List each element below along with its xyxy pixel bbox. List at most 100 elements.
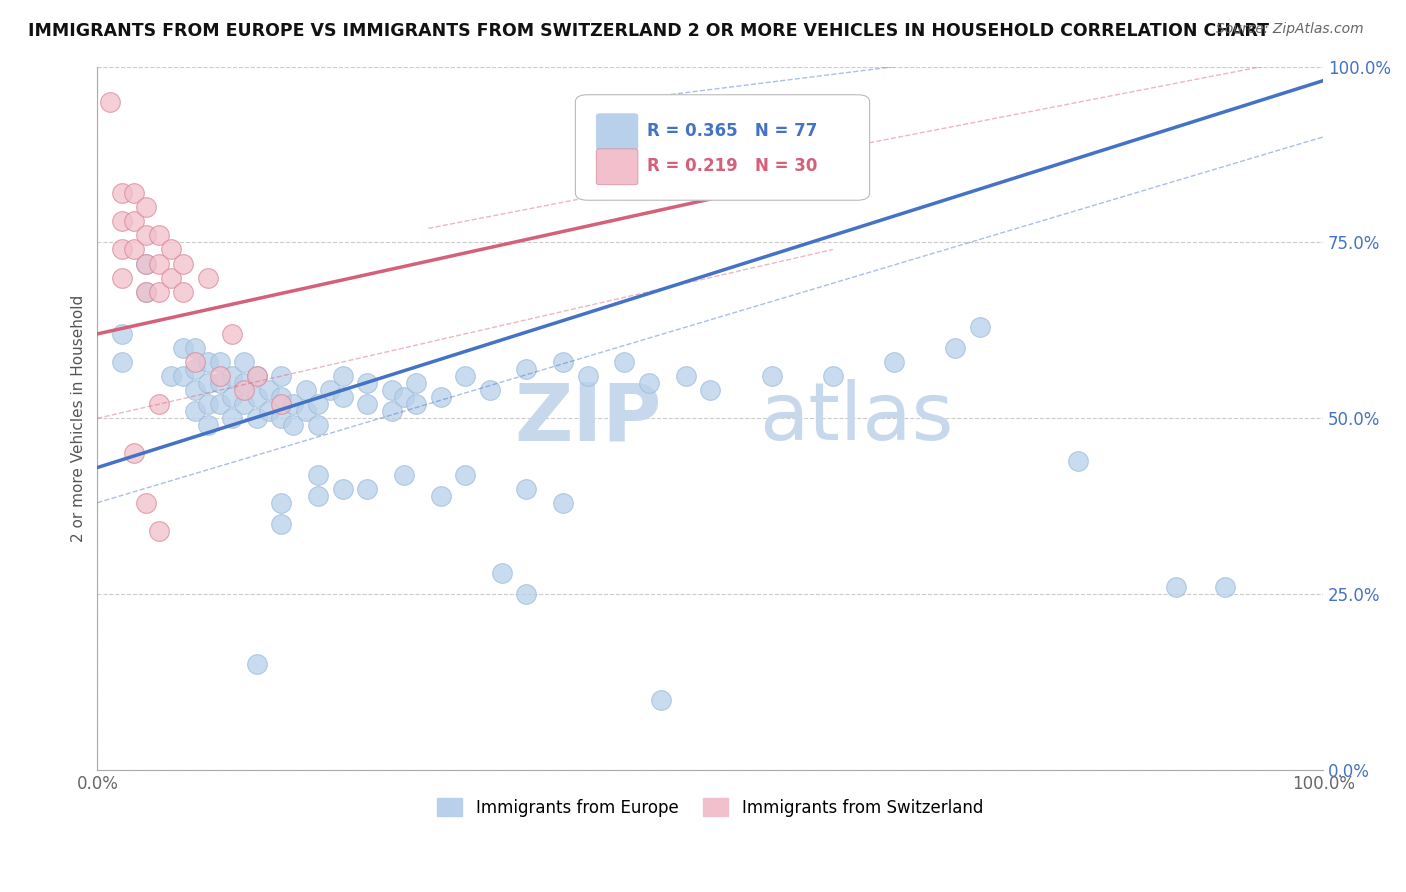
Point — [197, 397, 219, 411]
Point — [307, 489, 329, 503]
Point — [638, 376, 661, 391]
Point — [148, 228, 170, 243]
Point — [135, 228, 157, 243]
Point — [283, 397, 305, 411]
Point — [233, 376, 256, 391]
Point — [135, 200, 157, 214]
FancyBboxPatch shape — [596, 113, 638, 150]
Point — [270, 369, 292, 384]
Point — [233, 355, 256, 369]
Point — [135, 285, 157, 299]
Point — [515, 482, 537, 496]
Point — [233, 397, 256, 411]
Point — [257, 404, 280, 418]
Point — [221, 369, 243, 384]
Point — [111, 355, 134, 369]
Point — [553, 496, 575, 510]
Text: Source: ZipAtlas.com: Source: ZipAtlas.com — [1216, 22, 1364, 37]
Point — [98, 95, 121, 109]
Point — [135, 285, 157, 299]
Point — [319, 383, 342, 397]
Point — [613, 355, 636, 369]
Point — [148, 256, 170, 270]
Point — [184, 383, 207, 397]
Point — [478, 383, 501, 397]
Point — [332, 369, 354, 384]
Text: R = 0.219   N = 30: R = 0.219 N = 30 — [647, 158, 817, 176]
Point — [122, 214, 145, 228]
Point — [380, 383, 402, 397]
Point — [246, 369, 269, 384]
Point — [184, 362, 207, 376]
Point — [246, 657, 269, 672]
Point — [429, 489, 451, 503]
Point — [969, 319, 991, 334]
Point — [270, 496, 292, 510]
Point — [1164, 580, 1187, 594]
Legend: Immigrants from Europe, Immigrants from Switzerland: Immigrants from Europe, Immigrants from … — [429, 790, 991, 825]
Point — [294, 404, 316, 418]
Point — [699, 383, 721, 397]
Point — [148, 285, 170, 299]
Text: atlas: atlas — [759, 379, 953, 458]
Point — [184, 355, 207, 369]
Point — [122, 446, 145, 460]
Point — [111, 186, 134, 201]
Point — [454, 369, 477, 384]
Point — [1213, 580, 1236, 594]
Point — [172, 369, 194, 384]
Point — [160, 243, 183, 257]
Point — [270, 516, 292, 531]
Point — [761, 369, 783, 384]
Point — [405, 376, 427, 391]
Point — [172, 341, 194, 355]
Point — [148, 524, 170, 538]
Point — [122, 243, 145, 257]
Point — [553, 355, 575, 369]
Point — [246, 411, 269, 425]
Point — [270, 390, 292, 404]
Y-axis label: 2 or more Vehicles in Household: 2 or more Vehicles in Household — [72, 294, 86, 542]
Point — [160, 369, 183, 384]
Point — [405, 397, 427, 411]
Point — [270, 411, 292, 425]
Point — [429, 390, 451, 404]
Point — [392, 390, 415, 404]
Point — [515, 362, 537, 376]
Point — [257, 383, 280, 397]
Point — [356, 482, 378, 496]
Point — [122, 186, 145, 201]
Text: ZIP: ZIP — [515, 379, 661, 458]
Point — [233, 383, 256, 397]
Text: R = 0.365   N = 77: R = 0.365 N = 77 — [647, 122, 817, 140]
Point — [356, 397, 378, 411]
Point — [332, 390, 354, 404]
Point — [246, 369, 269, 384]
Point — [184, 404, 207, 418]
Point — [332, 482, 354, 496]
Point — [208, 397, 231, 411]
Point — [111, 270, 134, 285]
Point — [135, 496, 157, 510]
Point — [515, 587, 537, 601]
Point — [307, 467, 329, 482]
Point — [1067, 453, 1090, 467]
Point — [197, 270, 219, 285]
Point — [184, 341, 207, 355]
Point — [197, 376, 219, 391]
Point — [246, 390, 269, 404]
Point — [111, 243, 134, 257]
Point — [883, 355, 905, 369]
Point — [307, 418, 329, 433]
Point — [197, 418, 219, 433]
Point — [380, 404, 402, 418]
Point — [208, 355, 231, 369]
Point — [491, 566, 513, 580]
Point — [392, 467, 415, 482]
Point — [294, 383, 316, 397]
Point — [197, 355, 219, 369]
Point — [221, 390, 243, 404]
Text: IMMIGRANTS FROM EUROPE VS IMMIGRANTS FROM SWITZERLAND 2 OR MORE VEHICLES IN HOUS: IMMIGRANTS FROM EUROPE VS IMMIGRANTS FRO… — [28, 22, 1270, 40]
Point — [650, 692, 672, 706]
Point — [160, 270, 183, 285]
